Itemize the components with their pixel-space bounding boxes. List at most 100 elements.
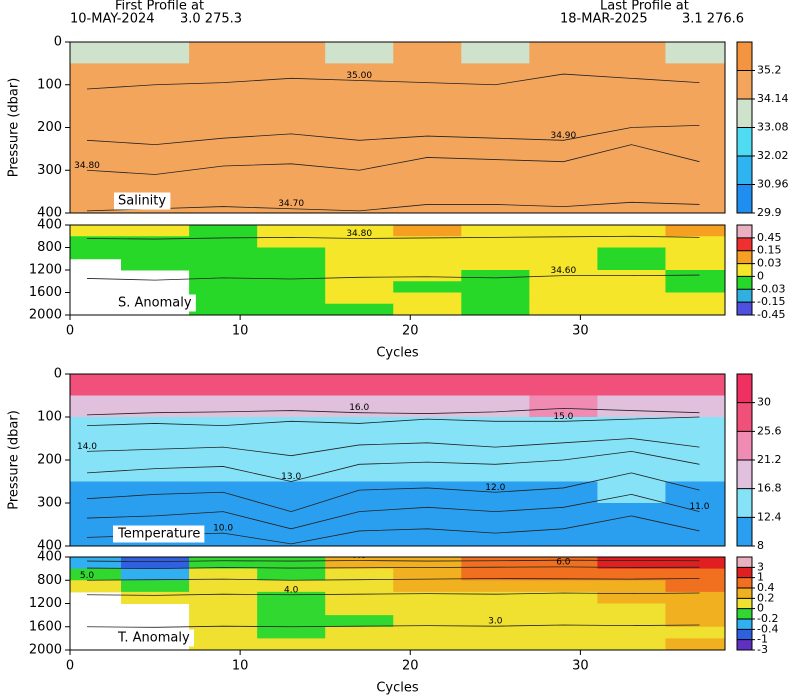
- colorbar-label: 0.03: [757, 257, 782, 270]
- cell: [121, 374, 190, 396]
- cell: [393, 481, 462, 504]
- cell: [325, 127, 394, 150]
- cell: [257, 63, 326, 86]
- cell: [325, 281, 394, 293]
- contour: [87, 578, 700, 581]
- colorbar-label: 0.4: [757, 581, 775, 594]
- cell: [597, 615, 666, 628]
- cell: [70, 374, 122, 396]
- x-tick-label: 30: [572, 659, 589, 674]
- cell: [461, 438, 530, 461]
- cell: [257, 148, 326, 171]
- y-tick-label: 800: [37, 573, 62, 588]
- contour: [87, 407, 700, 416]
- colorbar-label: -0.03: [757, 282, 785, 295]
- colorbar-band: [737, 460, 752, 489]
- cell: [257, 374, 326, 396]
- cell: [529, 42, 598, 64]
- y-tick-label: 2000: [29, 308, 62, 323]
- first-date: 10-MAY-2024: [70, 12, 155, 27]
- cell: [189, 374, 258, 396]
- cell: [257, 191, 326, 213]
- cell: [393, 258, 462, 271]
- cell: [461, 191, 530, 213]
- cell: [597, 568, 666, 581]
- cell: [665, 84, 725, 107]
- cell: [189, 42, 258, 64]
- cell: [189, 236, 258, 248]
- first-title: First Profile at: [115, 0, 204, 14]
- cell: [665, 106, 725, 128]
- cell: [529, 503, 598, 525]
- x-tick-label: 0: [66, 659, 74, 674]
- cell: [393, 270, 462, 282]
- cell: [189, 84, 258, 107]
- cell: [665, 481, 725, 504]
- cell: [665, 170, 725, 193]
- colorbar-band: [737, 598, 752, 609]
- cell: [665, 580, 725, 593]
- cell: [257, 626, 326, 639]
- cell: [257, 557, 326, 570]
- cell: [665, 626, 725, 639]
- cell: [665, 281, 725, 293]
- cell: [325, 42, 394, 64]
- cell: [325, 460, 394, 482]
- cell: [189, 225, 258, 237]
- colorbar-label: 29.9: [757, 206, 782, 219]
- cell: [529, 292, 598, 305]
- panel-label-bg: [114, 294, 196, 312]
- cell: [665, 524, 725, 546]
- contour-label: 3.0: [488, 617, 503, 627]
- cell: [121, 127, 190, 150]
- cell: [461, 63, 530, 86]
- cell: [529, 191, 598, 213]
- first-position: 3.0 275.3: [180, 12, 242, 27]
- cell: [70, 568, 122, 581]
- cell: [325, 247, 394, 260]
- colorbar-label: 30: [757, 396, 771, 409]
- cell: [189, 417, 258, 439]
- cell: [461, 281, 530, 293]
- cell: [529, 568, 598, 581]
- cell: [70, 236, 122, 248]
- cell: [461, 580, 530, 593]
- contour: [86, 144, 700, 175]
- cell: [461, 524, 530, 546]
- contour: [86, 124, 700, 146]
- cell: [70, 557, 122, 570]
- cell: [121, 557, 190, 570]
- cell: [529, 395, 598, 418]
- cell: [121, 106, 190, 128]
- cell: [325, 225, 394, 237]
- plot-area: 16.0 15.0 14.0 13.0 12.0 11.0 10.0: [70, 374, 725, 546]
- cell: [665, 557, 725, 570]
- cell: [597, 42, 666, 64]
- cell: [597, 247, 666, 260]
- cell: [665, 270, 725, 282]
- colorbar-label: 32.02: [757, 149, 789, 162]
- colorbar-band: [737, 567, 752, 578]
- cell: [189, 270, 258, 282]
- cell: [597, 236, 666, 248]
- cell: [597, 580, 666, 593]
- cell: [461, 395, 530, 418]
- cell: [529, 615, 598, 628]
- cell: [189, 615, 258, 628]
- cell: [121, 481, 190, 504]
- colorbar-label: 12.4: [757, 510, 782, 523]
- colorbar-label: 25.6: [757, 424, 782, 437]
- cell: [257, 524, 326, 546]
- y-tick-label: 100: [37, 77, 62, 92]
- cell: [325, 503, 394, 525]
- cell: [461, 258, 530, 271]
- contour: [87, 438, 700, 457]
- colorbar-label: 0.15: [757, 244, 782, 257]
- colorbar-band: [737, 374, 752, 403]
- cell: [461, 225, 530, 237]
- cell: [257, 417, 326, 439]
- contour-label: 11.0: [689, 502, 709, 512]
- contour-label: 34.80: [346, 229, 372, 239]
- cell: [461, 615, 530, 628]
- cell: [393, 170, 462, 193]
